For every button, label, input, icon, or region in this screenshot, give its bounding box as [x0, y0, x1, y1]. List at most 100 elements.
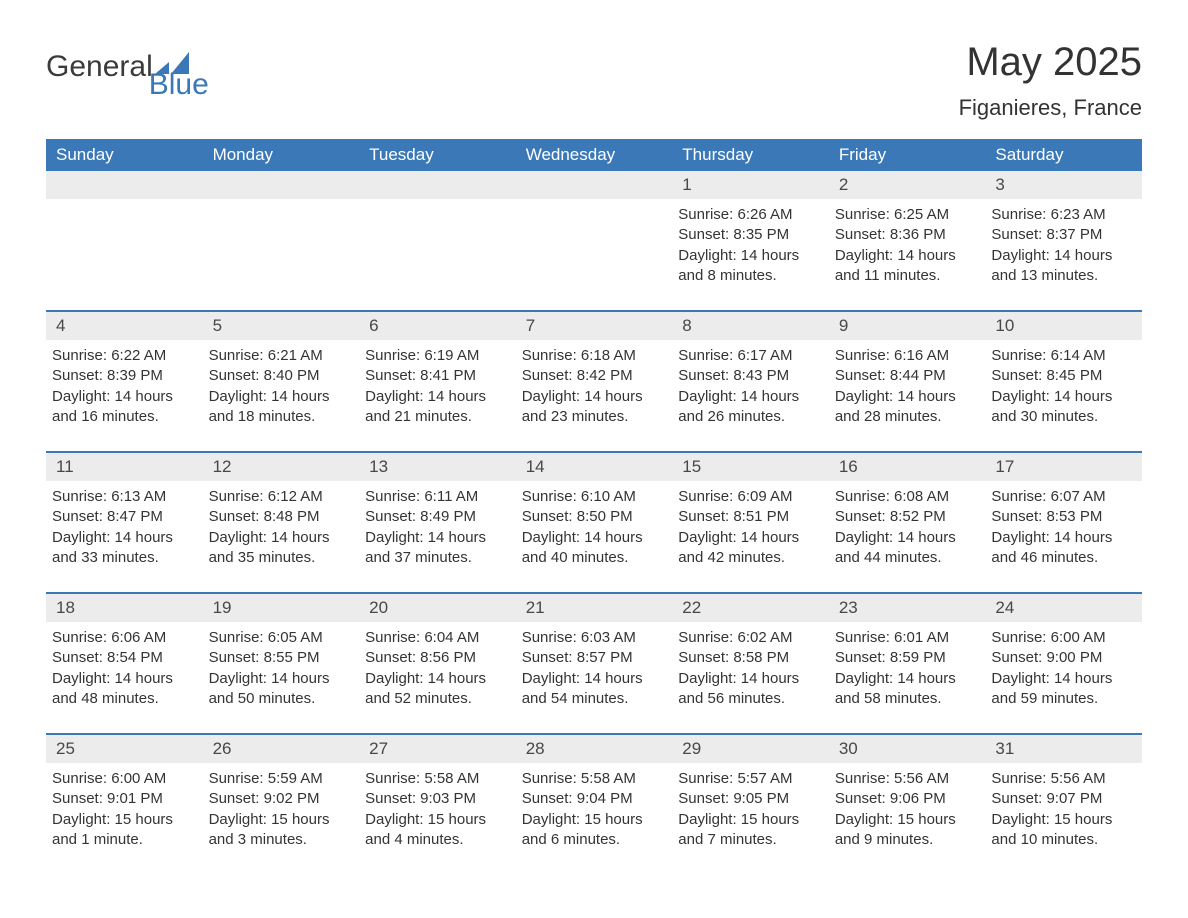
sunset-line: Sunset: 8:48 PM	[209, 507, 350, 527]
sunset-line: Sunset: 8:44 PM	[835, 366, 976, 386]
daylight-line: Daylight: 14 hours and 18 minutes.	[209, 387, 350, 428]
day-body: Sunrise: 6:10 AMSunset: 8:50 PMDaylight:…	[516, 481, 673, 568]
sunrise-line: Sunrise: 6:07 AM	[991, 487, 1132, 507]
weekday-header: Thursday	[672, 139, 829, 171]
sunrise-line: Sunrise: 6:14 AM	[991, 346, 1132, 366]
sunrise-line: Sunrise: 5:59 AM	[209, 769, 350, 789]
day-body: Sunrise: 5:56 AMSunset: 9:06 PMDaylight:…	[829, 763, 986, 850]
day-cell: 30Sunrise: 5:56 AMSunset: 9:06 PMDayligh…	[829, 735, 986, 874]
day-body: Sunrise: 6:08 AMSunset: 8:52 PMDaylight:…	[829, 481, 986, 568]
day-cell: 17 Sunrise: 6:07 AMSunset: 8:53 PMDayligh…	[985, 453, 1142, 592]
day-cell: 16Sunrise: 6:08 AMSunset: 8:52 PMDayligh…	[829, 453, 986, 592]
day-cell	[516, 171, 673, 310]
day-body: Sunrise: 6:00 AMSunset: 9:01 PMDaylight:…	[46, 763, 203, 850]
daylight-line: Daylight: 14 hours and 46 minutes.	[991, 528, 1132, 569]
day-body: Sunrise: 6:03 AMSunset: 8:57 PMDaylight:…	[516, 622, 673, 709]
day-cell	[359, 171, 516, 310]
day-body: Sunrise: 6:11 AMSunset: 8:49 PMDaylight:…	[359, 481, 516, 568]
day-cell: 18Sunrise: 6:06 AMSunset: 8:54 PMDayligh…	[46, 594, 203, 733]
week-row: 25Sunrise: 6:00 AMSunset: 9:01 PMDayligh…	[46, 733, 1142, 874]
week-row: 4Sunrise: 6:22 AMSunset: 8:39 PMDaylight…	[46, 310, 1142, 451]
daylight-line: Daylight: 14 hours and 59 minutes.	[991, 669, 1132, 710]
sunset-line: Sunset: 8:53 PM	[991, 507, 1132, 527]
day-number: 31	[985, 735, 1142, 763]
daylight-line: Daylight: 14 hours and 26 minutes.	[678, 387, 819, 428]
daylight-line: Daylight: 14 hours and 54 minutes.	[522, 669, 663, 710]
day-number: 12	[203, 453, 360, 481]
day-body: Sunrise: 6:26 AMSunset: 8:35 PMDaylight:…	[672, 199, 829, 286]
day-number	[46, 171, 203, 199]
sunrise-line: Sunrise: 6:11 AM	[365, 487, 506, 507]
day-number: 27	[359, 735, 516, 763]
day-body: Sunrise: 6:16 AMSunset: 8:44 PMDaylight:…	[829, 340, 986, 427]
day-number: 21	[516, 594, 673, 622]
sunrise-line: Sunrise: 5:58 AM	[522, 769, 663, 789]
daylight-line: Daylight: 15 hours and 6 minutes.	[522, 810, 663, 851]
sunrise-line: Sunrise: 6:05 AM	[209, 628, 350, 648]
daylight-line: Daylight: 14 hours and 21 minutes.	[365, 387, 506, 428]
day-body: Sunrise: 5:59 AMSunset: 9:02 PMDaylight:…	[203, 763, 360, 850]
day-cell: 20Sunrise: 6:04 AMSunset: 8:56 PMDayligh…	[359, 594, 516, 733]
daylight-line: Daylight: 14 hours and 40 minutes.	[522, 528, 663, 569]
sunrise-line: Sunrise: 6:02 AM	[678, 628, 819, 648]
sunset-line: Sunset: 8:54 PM	[52, 648, 193, 668]
day-cell: 28Sunrise: 5:58 AMSunset: 9:04 PMDayligh…	[516, 735, 673, 874]
weekday-header: Sunday	[46, 139, 203, 171]
sunrise-line: Sunrise: 6:13 AM	[52, 487, 193, 507]
day-number: 20	[359, 594, 516, 622]
day-body: Sunrise: 6:22 AMSunset: 8:39 PMDaylight:…	[46, 340, 203, 427]
day-body: Sunrise: 6:06 AMSunset: 8:54 PMDaylight:…	[46, 622, 203, 709]
daylight-line: Daylight: 14 hours and 56 minutes.	[678, 669, 819, 710]
day-number: 17	[985, 453, 1142, 481]
title-block: May 2025 Figanieres, France	[959, 40, 1142, 121]
sunset-line: Sunset: 9:02 PM	[209, 789, 350, 809]
weekday-header-row: SundayMondayTuesdayWednesdayThursdayFrid…	[46, 139, 1142, 171]
day-number: 13	[359, 453, 516, 481]
sunset-line: Sunset: 9:00 PM	[991, 648, 1132, 668]
day-number: 15	[672, 453, 829, 481]
daylight-line: Daylight: 14 hours and 50 minutes.	[209, 669, 350, 710]
sunset-line: Sunset: 8:41 PM	[365, 366, 506, 386]
sunrise-line: Sunrise: 6:08 AM	[835, 487, 976, 507]
day-body: Sunrise: 6:02 AMSunset: 8:58 PMDaylight:…	[672, 622, 829, 709]
day-cell: 2Sunrise: 6:25 AMSunset: 8:36 PMDaylight…	[829, 171, 986, 310]
sunset-line: Sunset: 8:59 PM	[835, 648, 976, 668]
sunrise-line: Sunrise: 5:58 AM	[365, 769, 506, 789]
daylight-line: Daylight: 14 hours and 58 minutes.	[835, 669, 976, 710]
daylight-line: Daylight: 14 hours and 35 minutes.	[209, 528, 350, 569]
daylight-line: Daylight: 14 hours and 13 minutes.	[991, 246, 1132, 287]
sunset-line: Sunset: 8:58 PM	[678, 648, 819, 668]
daylight-line: Daylight: 14 hours and 52 minutes.	[365, 669, 506, 710]
sunrise-line: Sunrise: 5:56 AM	[991, 769, 1132, 789]
sunrise-line: Sunrise: 6:25 AM	[835, 205, 976, 225]
day-number: 2	[829, 171, 986, 199]
day-cell: 27Sunrise: 5:58 AMSunset: 9:03 PMDayligh…	[359, 735, 516, 874]
day-number: 8	[672, 312, 829, 340]
day-body: Sunrise: 5:57 AMSunset: 9:05 PMDaylight:…	[672, 763, 829, 850]
day-cell: 11Sunrise: 6:13 AMSunset: 8:47 PMDayligh…	[46, 453, 203, 592]
sunrise-line: Sunrise: 6:12 AM	[209, 487, 350, 507]
logo: General Blue	[46, 50, 249, 84]
location-label: Figanieres, France	[959, 95, 1142, 121]
day-cell: 22Sunrise: 6:02 AMSunset: 8:58 PMDayligh…	[672, 594, 829, 733]
day-number: 10	[985, 312, 1142, 340]
day-body: Sunrise: 6:14 AMSunset: 8:45 PMDaylight:…	[985, 340, 1142, 427]
sunset-line: Sunset: 9:05 PM	[678, 789, 819, 809]
daylight-line: Daylight: 14 hours and 30 minutes.	[991, 387, 1132, 428]
day-cell	[203, 171, 360, 310]
day-cell: 24Sunrise: 6:00 AMSunset: 9:00 PMDayligh…	[985, 594, 1142, 733]
day-cell: 15Sunrise: 6:09 AMSunset: 8:51 PMDayligh…	[672, 453, 829, 592]
day-number: 29	[672, 735, 829, 763]
sunrise-line: Sunrise: 6:22 AM	[52, 346, 193, 366]
day-body: Sunrise: 6:09 AMSunset: 8:51 PMDaylight:…	[672, 481, 829, 568]
day-cell	[46, 171, 203, 310]
day-number: 30	[829, 735, 986, 763]
day-number	[359, 171, 516, 199]
day-cell: 19Sunrise: 6:05 AMSunset: 8:55 PMDayligh…	[203, 594, 360, 733]
sunset-line: Sunset: 8:49 PM	[365, 507, 506, 527]
day-cell: 31Sunrise: 5:56 AMSunset: 9:07 PMDayligh…	[985, 735, 1142, 874]
day-number	[203, 171, 360, 199]
day-number: 9	[829, 312, 986, 340]
daylight-line: Daylight: 14 hours and 28 minutes.	[835, 387, 976, 428]
day-cell: 7Sunrise: 6:18 AMSunset: 8:42 PMDaylight…	[516, 312, 673, 451]
